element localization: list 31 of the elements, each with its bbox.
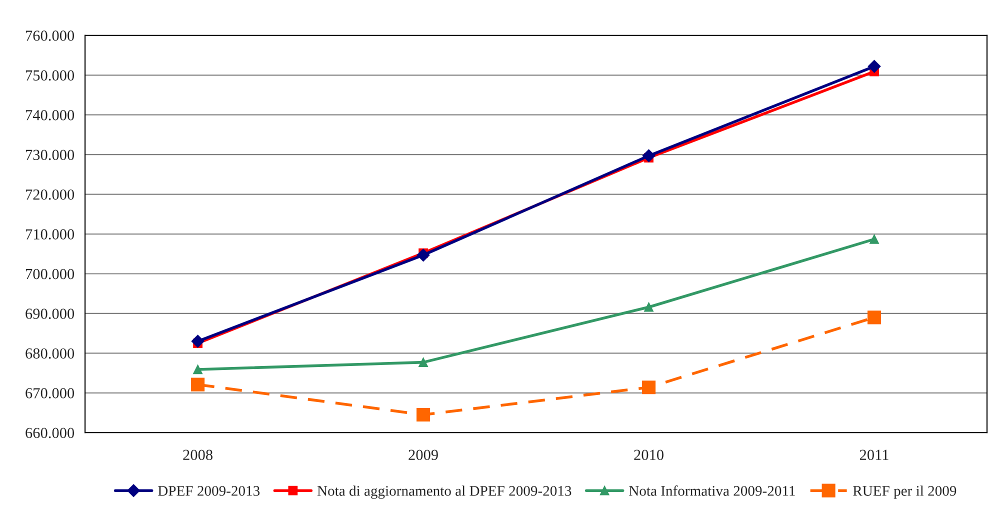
legend-label: Nota Informativa 2009-2011: [629, 485, 795, 496]
x-tick-label: 2011: [860, 450, 888, 460]
legend-label: RUEF per il 2009: [853, 486, 956, 499]
x-tick-label: 2009: [408, 450, 438, 460]
point: [644, 302, 654, 312]
point: [191, 378, 205, 392]
point: [868, 60, 881, 73]
y-tick-label: 740.000: [26, 110, 74, 120]
y-tick-label: 720.000: [26, 189, 74, 200]
y-tick-label: 680.000: [26, 348, 74, 359]
y-tick-label: 750.000: [26, 70, 74, 81]
y-tick-label: 690.000: [26, 308, 74, 319]
y-tick-label: 730.000: [26, 150, 74, 160]
point: [418, 358, 428, 368]
x-tick-label: 2008: [183, 450, 212, 460]
y-tick-label: 760.000: [26, 30, 74, 41]
legend-label: Nota di aggiornamento al DPEF 2009-2013: [317, 486, 572, 499]
point: [416, 248, 430, 262]
point: [193, 364, 202, 374]
point: [191, 334, 204, 348]
point: [868, 310, 882, 324]
y-tick-label: 660.000: [26, 428, 74, 438]
legend-label: DPEF 2009-2013: [158, 486, 260, 496]
point: [642, 149, 656, 162]
x-tick-label: 2010: [634, 450, 664, 460]
point: [642, 380, 656, 394]
y-tick-label: 700.000: [26, 268, 74, 280]
y-tick-label: 670.000: [26, 388, 74, 398]
point: [870, 234, 879, 244]
point: [416, 408, 430, 422]
y-tick-label: 710.000: [26, 229, 74, 240]
